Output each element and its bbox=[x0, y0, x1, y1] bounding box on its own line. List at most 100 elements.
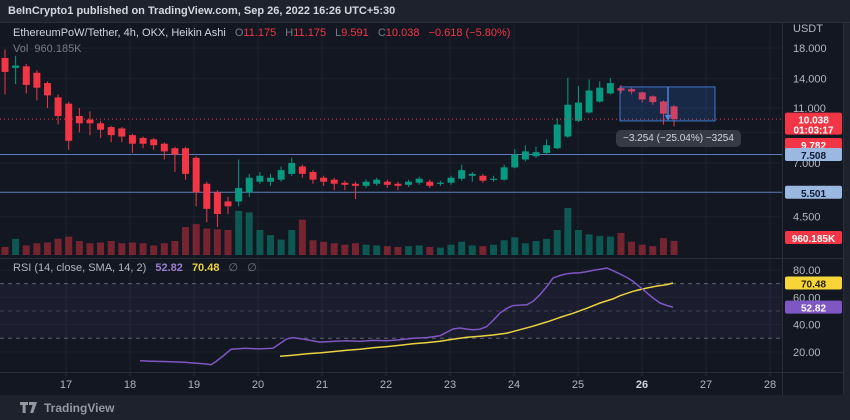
tradingview-logo-icon[interactable] bbox=[20, 401, 37, 414]
volume-bar[interactable] bbox=[362, 244, 370, 255]
candle-58[interactable] bbox=[617, 88, 625, 91]
candle-34[interactable] bbox=[362, 181, 370, 186]
volume-bar[interactable] bbox=[309, 240, 317, 255]
volume-bar[interactable] bbox=[12, 238, 20, 255]
candle-6[interactable] bbox=[65, 103, 73, 141]
candle-48[interactable] bbox=[511, 154, 519, 168]
volume-bar[interactable] bbox=[394, 246, 402, 255]
candle-16[interactable] bbox=[171, 148, 179, 155]
volume-bar[interactable] bbox=[543, 238, 551, 255]
volume-bar[interactable] bbox=[564, 207, 572, 255]
candle-17[interactable] bbox=[182, 148, 190, 174]
volume-bar[interactable] bbox=[659, 238, 667, 255]
volume-bar[interactable] bbox=[405, 246, 413, 255]
level-badge-5.501[interactable] bbox=[785, 185, 842, 199]
candle-38[interactable] bbox=[405, 181, 413, 185]
candle-32[interactable] bbox=[341, 182, 349, 185]
volume-bar[interactable] bbox=[574, 230, 582, 255]
candle-11[interactable] bbox=[118, 128, 126, 137]
volume-bar[interactable] bbox=[267, 235, 274, 255]
candle-40[interactable] bbox=[426, 181, 434, 186]
volume-bar[interactable] bbox=[213, 229, 221, 255]
candle-52[interactable] bbox=[553, 124, 561, 149]
volume-bar[interactable] bbox=[500, 240, 508, 255]
volume-bar[interactable] bbox=[479, 246, 487, 255]
volume-bar[interactable] bbox=[447, 244, 455, 255]
volume-bar[interactable] bbox=[511, 237, 519, 255]
rsi-sma-line[interactable] bbox=[279, 282, 674, 358]
volume-bar[interactable] bbox=[606, 236, 614, 255]
candle-44[interactable] bbox=[468, 173, 476, 176]
volume-bar[interactable] bbox=[160, 243, 168, 255]
volume-bar[interactable] bbox=[150, 245, 158, 255]
volume-bar[interactable] bbox=[670, 240, 678, 255]
candle-59[interactable] bbox=[628, 89, 636, 92]
volume-bar[interactable] bbox=[235, 210, 243, 255]
candle-57[interactable] bbox=[606, 83, 614, 94]
candle-18[interactable] bbox=[192, 157, 200, 193]
volume-bar[interactable] bbox=[617, 232, 625, 255]
volume-bar[interactable] bbox=[628, 241, 636, 255]
candle-0[interactable] bbox=[1, 57, 9, 72]
volume-bar[interactable] bbox=[585, 234, 593, 255]
volume-bar[interactable] bbox=[192, 224, 200, 255]
volume-bar[interactable] bbox=[97, 242, 105, 256]
volume-bar[interactable] bbox=[341, 244, 349, 255]
volume-bar[interactable] bbox=[351, 243, 359, 255]
candle-49[interactable] bbox=[521, 151, 529, 160]
volume-bar[interactable] bbox=[426, 246, 434, 255]
tradingview-brand-text[interactable]: TradingView bbox=[44, 400, 115, 415]
rsi-sma-badge[interactable] bbox=[785, 276, 842, 290]
volume-bar[interactable] bbox=[436, 247, 444, 255]
candle-50[interactable] bbox=[532, 152, 540, 157]
volume-bar[interactable] bbox=[468, 245, 476, 255]
candle-46[interactable] bbox=[490, 178, 498, 180]
volume-bar[interactable] bbox=[490, 244, 498, 255]
volume-bar[interactable] bbox=[415, 245, 423, 255]
volume-bar[interactable] bbox=[118, 243, 126, 255]
volume-bar[interactable] bbox=[203, 228, 211, 255]
volume-bar[interactable] bbox=[596, 235, 604, 255]
candle-33[interactable] bbox=[351, 183, 359, 186]
candle-61[interactable] bbox=[649, 96, 657, 103]
candle-14[interactable] bbox=[150, 139, 158, 146]
volume-bar[interactable] bbox=[298, 219, 306, 255]
candle-15[interactable] bbox=[160, 143, 168, 152]
volume-bar[interactable] bbox=[320, 241, 328, 255]
candle-7[interactable] bbox=[75, 115, 83, 124]
candle-55[interactable] bbox=[585, 90, 593, 113]
volume-bar[interactable] bbox=[373, 245, 381, 255]
candle-13[interactable] bbox=[139, 137, 147, 144]
volume-bar[interactable] bbox=[1, 246, 9, 255]
candle-5[interactable] bbox=[54, 97, 62, 116]
candle-2[interactable] bbox=[22, 66, 30, 85]
candle-22[interactable] bbox=[235, 187, 243, 202]
volume-bar[interactable] bbox=[22, 245, 30, 255]
volume-bar[interactable] bbox=[224, 230, 232, 255]
volume-bar[interactable] bbox=[43, 242, 51, 256]
candle-1[interactable] bbox=[12, 65, 20, 68]
volume-bar[interactable] bbox=[107, 241, 115, 255]
candle-56[interactable] bbox=[596, 87, 604, 102]
candle-43[interactable] bbox=[458, 170, 466, 179]
rsi-value-badge[interactable] bbox=[785, 300, 842, 314]
candle-45[interactable] bbox=[479, 175, 487, 181]
secondary-price-badge[interactable] bbox=[785, 138, 842, 151]
volume-bar[interactable] bbox=[553, 230, 561, 255]
candle-51[interactable] bbox=[543, 145, 551, 153]
candle-35[interactable] bbox=[373, 179, 381, 184]
candle-53[interactable] bbox=[564, 104, 572, 137]
candle-30[interactable] bbox=[320, 177, 328, 182]
rsi-legend[interactable]: RSI (14, close, SMA, 14, 2) 52.82 70.48 … bbox=[13, 261, 257, 274]
candle-42[interactable] bbox=[447, 177, 455, 183]
rsi-line[interactable] bbox=[139, 267, 674, 366]
candle-28[interactable] bbox=[298, 166, 306, 174]
current-price-badge[interactable] bbox=[785, 112, 842, 135]
candle-4[interactable] bbox=[43, 83, 51, 96]
volume-bar[interactable] bbox=[288, 230, 296, 255]
volume-bar[interactable] bbox=[33, 243, 41, 255]
candle-21[interactable] bbox=[224, 201, 232, 207]
candle-23[interactable] bbox=[245, 177, 253, 193]
candle-47[interactable] bbox=[500, 167, 508, 180]
candle-62[interactable] bbox=[659, 101, 667, 114]
